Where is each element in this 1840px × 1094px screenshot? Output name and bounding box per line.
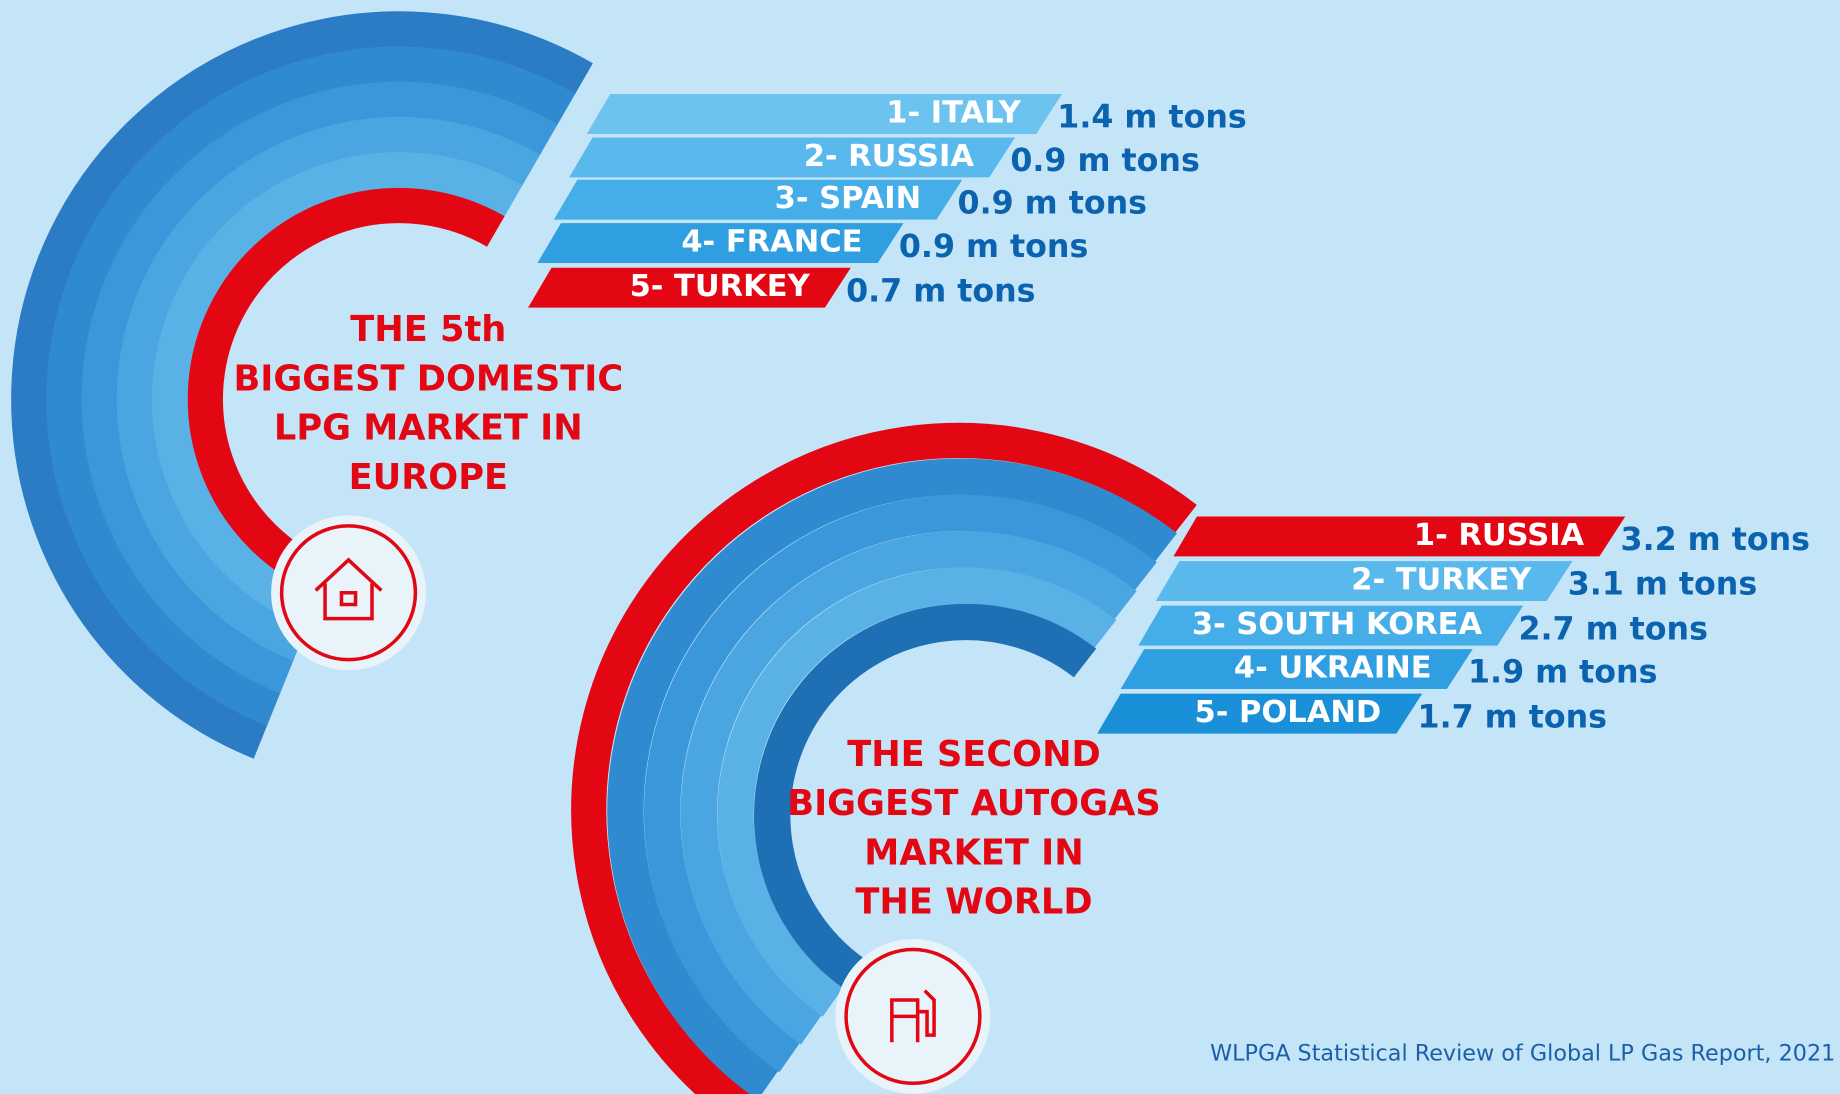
value-label: 1.4 m tons — [1057, 100, 1246, 136]
value-label: 0.9 m tons — [899, 229, 1088, 265]
panel-title: LPG MARKET IN — [274, 408, 583, 449]
panel-title: THE 5th — [350, 309, 506, 350]
globe-ring — [151, 152, 523, 629]
value-label: 0.7 m tons — [846, 273, 1035, 309]
globe-ring — [717, 567, 1117, 1017]
globe-ring — [607, 458, 1177, 1094]
value-label: 3.2 m tons — [1621, 522, 1810, 558]
value-label: 0.9 m tons — [958, 185, 1147, 221]
icon-ring — [844, 947, 982, 1086]
pump-icon — [890, 989, 936, 1043]
value-label: 1.7 m tons — [1418, 699, 1607, 735]
ribbon — [1138, 605, 1524, 646]
ribbon — [1097, 693, 1423, 734]
rank-label: 3- SOUTH KOREA — [1192, 607, 1483, 642]
rank-label: 2- RUSSIA — [804, 139, 975, 174]
ribbon — [1173, 516, 1626, 557]
globe-ring — [46, 46, 576, 727]
rank-label: 1- RUSSIA — [1414, 518, 1585, 553]
globe-ring — [11, 11, 593, 759]
rank-label: 4- FRANCE — [681, 225, 862, 260]
ribbon — [1155, 561, 1573, 601]
value-label: 2.7 m tons — [1518, 611, 1707, 647]
icon-ring — [279, 524, 418, 662]
panel-title: BIGGEST AUTOGAS — [787, 783, 1160, 824]
rank-label: 5- POLAND — [1195, 695, 1382, 730]
ribbon — [1120, 649, 1473, 689]
globe-ring — [116, 116, 541, 661]
globe-ring — [643, 494, 1157, 1073]
globe-ring — [754, 603, 1097, 990]
source-note: WLPGA Statistical Review of Global LP Ga… — [1210, 1040, 1835, 1066]
house-icon — [314, 557, 383, 621]
ribbon — [586, 94, 1062, 134]
ribbon — [537, 223, 904, 264]
rank-label: 5- TURKEY — [630, 269, 811, 304]
panel-title: EUROPE — [349, 457, 508, 498]
globe-ring — [187, 187, 505, 595]
ribbon — [569, 137, 1016, 178]
rank-label: 3- SPAIN — [775, 181, 921, 216]
panel-title: THE WORLD — [855, 882, 1092, 923]
panel-title: MARKET IN — [864, 832, 1083, 873]
panel-title: THE SECOND — [847, 734, 1101, 775]
ribbon — [553, 179, 963, 220]
value-label: 0.9 m tons — [1010, 143, 1199, 179]
globe-ring — [571, 422, 1197, 1094]
panel-title: BIGGEST DOMESTIC — [233, 358, 623, 399]
ribbon — [528, 267, 851, 308]
globe-ring — [81, 81, 558, 694]
rank-label: 4- UKRAINE — [1234, 651, 1432, 686]
value-label: 3.1 m tons — [1568, 567, 1757, 603]
rank-label: 1- ITALY — [886, 95, 1022, 130]
globe-ring — [680, 531, 1137, 1045]
rank-label: 2- TURKEY — [1351, 563, 1532, 598]
value-label: 1.9 m tons — [1468, 655, 1657, 691]
